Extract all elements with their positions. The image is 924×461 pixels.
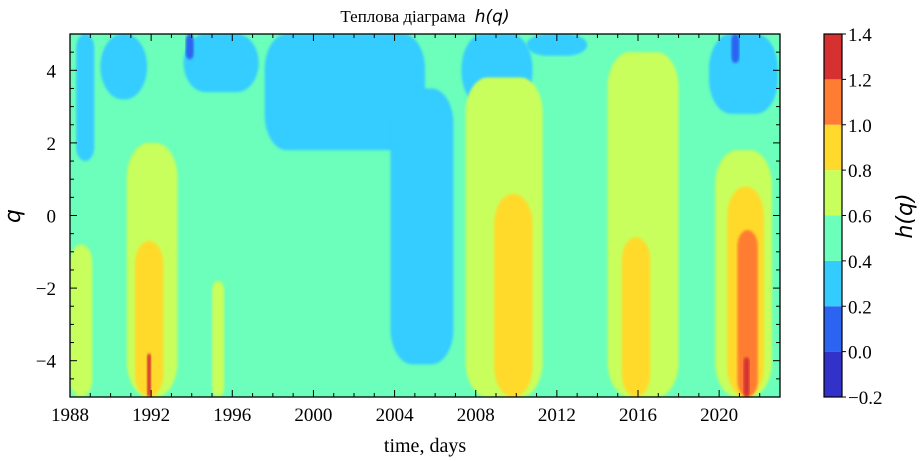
colorbar-tick-label: −0.2 bbox=[848, 388, 882, 409]
colorbar-tick-label: 1.4 bbox=[848, 25, 872, 46]
y-tick-label: 2 bbox=[47, 134, 57, 155]
y-axis: 4 2 0 −2 −4 bbox=[36, 33, 780, 398]
contour-region bbox=[709, 34, 778, 114]
contour-region bbox=[526, 34, 588, 56]
x-axis: 1988 1992 1996 2000 2004 2008 2012 2016 2020 bbox=[51, 34, 781, 426]
colorbar-segment bbox=[824, 79, 842, 125]
contour-region bbox=[621, 237, 651, 397]
contour-region bbox=[737, 230, 758, 397]
contour-region bbox=[264, 34, 425, 151]
colorbar-segment bbox=[824, 306, 842, 352]
x-tick-label: 2016 bbox=[619, 405, 657, 426]
colorbar-tick-label: 0.0 bbox=[848, 343, 872, 364]
plot-area bbox=[70, 34, 780, 397]
x-tick-label: 2000 bbox=[294, 405, 332, 426]
colorbar-segment bbox=[824, 170, 842, 216]
x-tick-label: 2004 bbox=[376, 405, 415, 426]
contour-region bbox=[76, 34, 95, 162]
colorbar-ticks: −0.2 0.0 0.2 0.4 0.6 0.8 1.0 1.2 1.4 bbox=[842, 25, 882, 409]
y-tick-label: −2 bbox=[36, 279, 56, 300]
colorbar-segment bbox=[824, 124, 842, 171]
contour-region bbox=[70, 244, 93, 397]
colorbar-segment bbox=[824, 351, 842, 397]
contour-region bbox=[743, 357, 750, 397]
contour-region bbox=[183, 34, 259, 93]
contour-region bbox=[100, 34, 148, 100]
contour-region bbox=[212, 280, 225, 397]
contour-region bbox=[185, 34, 194, 60]
colorbar-tick-label: 0.4 bbox=[848, 252, 872, 273]
colorbar-tick-label: 1.2 bbox=[848, 70, 872, 91]
contour-region bbox=[493, 193, 533, 397]
y-tick-label: 0 bbox=[47, 207, 57, 228]
x-tick-label: 1992 bbox=[132, 405, 170, 426]
y-tick-label: 4 bbox=[47, 61, 57, 82]
colorbar-tick-label: 0.6 bbox=[848, 207, 872, 228]
x-axis-label: time, days bbox=[384, 435, 466, 457]
y-axis-label: q bbox=[1, 209, 26, 223]
contour-regions bbox=[70, 34, 780, 397]
contour-region bbox=[134, 240, 164, 397]
contour-region bbox=[731, 34, 740, 64]
colorbar-segment bbox=[824, 215, 842, 261]
colorbar-tick-label: 1.0 bbox=[848, 116, 872, 137]
colorbar bbox=[824, 34, 842, 397]
x-tick-label: 1996 bbox=[213, 405, 251, 426]
x-tick-label: 1988 bbox=[51, 405, 89, 426]
colorbar-label: h(q) bbox=[893, 193, 918, 238]
x-tick-label: 2008 bbox=[457, 405, 495, 426]
chart-title-text: Теплова діаграма bbox=[340, 7, 466, 26]
colorbar-tick-label: 0.2 bbox=[848, 297, 872, 318]
colorbar-segment bbox=[824, 34, 842, 80]
contour-region bbox=[390, 88, 454, 365]
colorbar-segment bbox=[824, 260, 842, 307]
chart-title: Теплова діаграма h(q) bbox=[340, 7, 509, 27]
colorbar-tick-label: 0.8 bbox=[848, 161, 872, 182]
chart-title-math: h(q) bbox=[475, 7, 510, 27]
contour-region bbox=[147, 353, 152, 397]
y-tick-label: −4 bbox=[36, 352, 57, 373]
x-tick-label: 2020 bbox=[700, 405, 738, 426]
x-tick-label: 2012 bbox=[538, 405, 576, 426]
